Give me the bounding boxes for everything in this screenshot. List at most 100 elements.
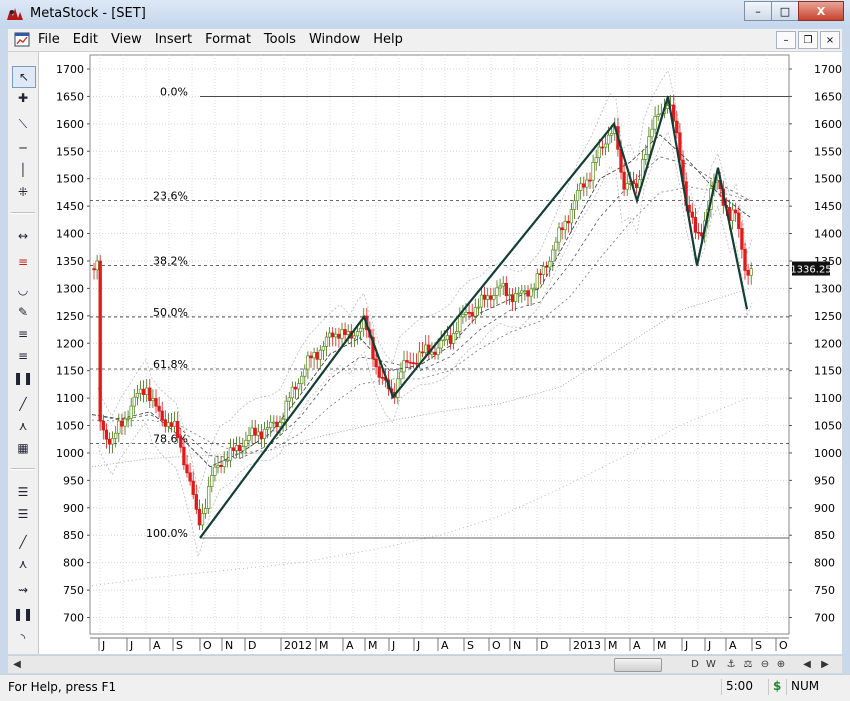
candle-up [346, 331, 350, 335]
doc-minimize-button[interactable]: – [776, 31, 796, 49]
metastock-app-icon[interactable] [6, 6, 24, 22]
pencil-icon[interactable]: ✎ [17, 305, 29, 319]
candle-down [482, 294, 487, 300]
scale-icon[interactable]: ⚖ [743, 659, 753, 670]
candle-up [535, 273, 539, 289]
candle-up [290, 386, 295, 399]
day-view-icon[interactable]: D [691, 659, 699, 670]
candle-up [278, 422, 282, 428]
x-axis-label: A [346, 639, 354, 652]
grid-icon[interactable]: ▦ [17, 441, 29, 455]
menu-file[interactable]: File [38, 32, 60, 47]
zoom-icon[interactable]: ↔ [17, 229, 29, 243]
scroll-left-button[interactable]: ◀ [13, 659, 21, 670]
menu-tools[interactable]: Tools [263, 32, 296, 47]
candle-down [148, 387, 152, 402]
gann-fan-icon[interactable]: ≡ [17, 255, 29, 269]
y-axis-label-left: 1300 [56, 282, 84, 295]
candle-down [169, 422, 174, 427]
candle-up [473, 307, 477, 317]
candle-up [501, 282, 505, 287]
candle-up [749, 268, 753, 276]
candle-up [442, 339, 446, 342]
fibonacci-retracement-icon[interactable]: ≡ [17, 327, 29, 341]
arc-icon[interactable]: ◡ [17, 283, 29, 297]
bollinger-lower [97, 130, 753, 559]
candle-down [197, 508, 202, 526]
document-icon[interactable] [14, 32, 30, 47]
scroll-thumb[interactable] [614, 658, 662, 672]
fan-icon[interactable]: ⋏ [18, 557, 28, 571]
menu-edit[interactable]: Edit [72, 32, 98, 47]
y-axis-label-right: 1200 [814, 337, 842, 350]
next-icon[interactable]: ▶ [821, 659, 829, 670]
x-axis-label: M [319, 639, 329, 652]
pointer-icon[interactable]: ↖ [12, 66, 36, 88]
menu-help[interactable]: Help [373, 32, 403, 47]
candle-up [451, 333, 456, 344]
candle-down [411, 362, 415, 364]
week-view-icon[interactable]: W [706, 659, 716, 670]
candle-up [203, 508, 208, 514]
y-axis-label-left: 1000 [56, 447, 84, 460]
candle-down [188, 472, 192, 482]
speed-resistance-icon[interactable]: ⋏ [18, 419, 28, 433]
last-price-box [792, 261, 830, 276]
candle-up [287, 397, 291, 402]
y-axis-label-right: 1550 [814, 145, 842, 158]
horizontal-line-icon[interactable]: ─ [19, 141, 27, 155]
minimize-button[interactable]: – [744, 1, 772, 21]
vertical-line-icon[interactable]: │ [19, 163, 27, 177]
x-axis-label: O [779, 639, 788, 652]
arc-tool-icon[interactable]: ◝ [20, 631, 26, 645]
channel-icon[interactable]: ╱ [19, 535, 27, 549]
candle-down [746, 270, 750, 276]
candle-up [312, 352, 316, 359]
candle-down [740, 228, 744, 250]
y-axis-label-left: 1200 [56, 337, 84, 350]
candle-up [498, 285, 502, 289]
tirone-levels-icon[interactable]: ☰ [17, 507, 29, 521]
x-axis-label: 2013 [573, 639, 601, 652]
doc-close-button[interactable]: × [820, 31, 840, 49]
y-axis-label-right: 1250 [814, 310, 842, 323]
doc-restore-button[interactable]: ❐ [798, 31, 818, 49]
close-button[interactable]: X [798, 1, 844, 21]
menu-insert[interactable]: Insert [154, 32, 193, 47]
quadrant-lines-icon[interactable]: ☰ [17, 485, 29, 499]
zoom-in-icon[interactable]: ⊕ [776, 659, 786, 670]
x-axis-label: 2012 [284, 639, 312, 652]
x-axis-label: S [467, 639, 474, 652]
price-chart[interactable]: 700 700 750 750 800 800 850 850 900 900 950 950 1000… [39, 52, 842, 654]
candle-up [517, 292, 521, 295]
zoom-out-icon[interactable]: ⊖ [760, 659, 770, 670]
line-icon[interactable]: ╱ [19, 397, 27, 411]
maximize-button[interactable]: □ [771, 1, 799, 21]
menu-window[interactable]: Window [308, 32, 361, 47]
menu-view[interactable]: View [110, 32, 142, 47]
fibonacci-extension-icon[interactable]: ≡ [17, 349, 29, 363]
horizontal-scrollbar[interactable]: ◀ D W ⚓ ⚖ ⊖ ⊕ ◀ ▶ [8, 655, 842, 673]
candle-up [234, 445, 239, 451]
candle-up [138, 388, 143, 394]
candle-up [507, 294, 512, 297]
x-axis-label: A [441, 639, 449, 652]
candle-up [594, 157, 598, 163]
candle-down [420, 351, 425, 354]
chart-area[interactable]: 700 700 750 750 800 800 850 850 900 900 950 950 1000… [39, 52, 842, 654]
crosshair-icon[interactable]: ✚ [17, 91, 29, 105]
anchor-icon[interactable]: ⚓ [726, 659, 736, 670]
y-axis-label-right: 1400 [814, 228, 842, 241]
menu-format[interactable]: Format [205, 32, 251, 47]
candle-down [538, 273, 543, 276]
projection-icon[interactable]: ⇝ [17, 583, 29, 597]
time-zones-icon[interactable]: ❚❚ [12, 371, 34, 385]
cycle-lines-icon[interactable]: ⁜ [17, 185, 29, 199]
prev-icon[interactable]: ◀ [803, 659, 811, 670]
fib-level-label: 61.8% [153, 358, 188, 371]
trendline-icon[interactable]: ⟍ [18, 116, 28, 131]
candle-up [216, 464, 220, 468]
candle-down [433, 351, 437, 355]
candle-up [222, 460, 226, 467]
wave-icon[interactable]: ❚❚ [12, 607, 34, 621]
